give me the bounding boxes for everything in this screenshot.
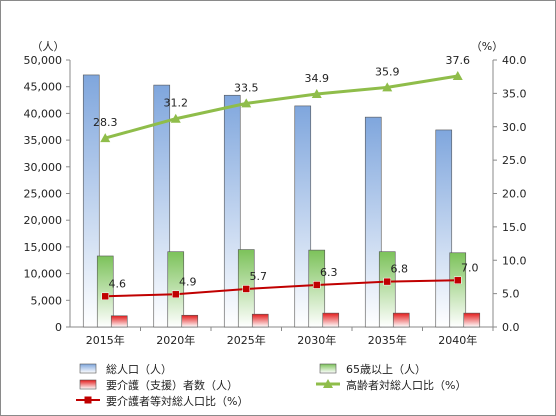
line-point	[311, 89, 322, 99]
y-left-tick-label: 45,000	[24, 81, 63, 94]
bar	[223, 94, 241, 328]
data-label: 34.9	[305, 72, 330, 85]
x-tick-label: 2040年	[438, 333, 477, 347]
line-point	[313, 281, 321, 289]
legend-marker	[323, 379, 333, 388]
y-left-tick-label: 50,000	[24, 54, 63, 67]
legend-label: 65歳以上（人）	[346, 363, 426, 376]
y-left-tick-label: 35,000	[24, 134, 63, 147]
lines-layer	[100, 71, 463, 301]
line-point	[452, 71, 463, 81]
line-point	[241, 98, 252, 108]
data-label: 33.5	[234, 81, 259, 94]
data-label: 28.3	[93, 116, 118, 129]
line-point	[101, 292, 109, 301]
line-point	[382, 82, 393, 92]
bars-layer	[82, 74, 481, 328]
x-tick-label: 2025年	[227, 333, 266, 347]
data-label: 31.2	[164, 97, 189, 110]
bar	[181, 314, 199, 328]
y-right-tick-label: 15.0	[502, 221, 527, 234]
legend-marker	[84, 396, 92, 404]
x-tick-label: 2030年	[297, 333, 336, 347]
line-point	[383, 277, 391, 286]
legend-swatch	[319, 363, 337, 374]
y-left-tick-label: 15,000	[24, 241, 63, 254]
x-tick-label: 2020年	[156, 333, 195, 347]
line-point	[172, 290, 180, 299]
legend-label: 要介護者等対総人口比（%）	[106, 394, 248, 408]
data-label: 37.6	[446, 54, 471, 67]
legend-label: 要介護（支援）者数（人）	[106, 378, 238, 392]
y-right-tick-label: 40.0	[502, 54, 527, 67]
legend: 総人口（人） 65歳以上（人） 要介護（支援）者数（人） 高齢者対総人口比（%） 要介護…	[76, 362, 466, 408]
line-point	[454, 276, 462, 285]
bar	[251, 313, 269, 328]
y-left-tick-label: 5,000	[31, 294, 63, 307]
x-tick-label: 2015年	[86, 333, 125, 347]
y-right-tick-label: 10.0	[502, 254, 527, 267]
bar	[435, 129, 453, 328]
y-left-tick-label: 40,000	[24, 107, 63, 120]
y-left-tick-label: 30,000	[24, 161, 63, 174]
y-right-unit-label: （%）	[471, 40, 503, 53]
data-label: 5.7	[250, 270, 268, 283]
bar	[294, 105, 312, 328]
series-line	[105, 279, 458, 298]
data-label: 4.6	[109, 277, 127, 290]
bar	[96, 255, 114, 328]
legend-label: 総人口（人）	[106, 362, 172, 376]
y-left-unit-label: （人）	[32, 40, 65, 53]
bar	[167, 251, 185, 328]
y-right-tick-label: 20.0	[502, 188, 527, 201]
series-line	[104, 74, 458, 140]
bar	[364, 116, 382, 328]
y-right-tick-label: 5.0	[502, 288, 520, 301]
legend-label: 高齢者対総人口比（%）	[346, 378, 466, 392]
y-left-tick-label: 10,000	[24, 268, 63, 281]
y-left-tick-label: 0	[55, 321, 62, 334]
bar	[392, 312, 410, 328]
data-label: 35.9	[375, 65, 400, 78]
bar	[153, 84, 171, 328]
bar	[82, 74, 100, 328]
legend-swatch	[79, 379, 97, 390]
bar	[110, 315, 128, 328]
y-right-tick-label: 0.0	[502, 321, 520, 334]
x-tick-label: 2035年	[368, 333, 407, 347]
y-right-tick-label: 30.0	[502, 121, 527, 134]
y-left-tick-label: 20,000	[24, 214, 63, 227]
y-right-tick-label: 25.0	[502, 154, 527, 167]
legend-swatch	[79, 363, 97, 374]
line-point	[100, 133, 111, 143]
bar	[378, 251, 396, 328]
data-label: 7.0	[461, 261, 479, 274]
line-point	[242, 285, 250, 293]
axes-layer: 0 5,000 10,000 15,000 20,000 25,000 30,000 35,0…	[24, 40, 527, 347]
data-label: 4.9	[179, 275, 197, 288]
data-labels-layer: 28.3 31.2 33.5 34.9 35.9 37.6 4.6 4.9 5.7 6.3 6.8 7…	[93, 54, 479, 290]
y-left-tick-label: 25,000	[24, 188, 63, 201]
y-right-tick-label: 35.0	[502, 87, 527, 100]
data-label: 6.3	[320, 266, 338, 279]
bar	[322, 312, 340, 328]
bar	[463, 312, 481, 328]
line-point	[170, 113, 181, 123]
bar	[449, 252, 467, 328]
data-label: 6.8	[391, 263, 409, 276]
